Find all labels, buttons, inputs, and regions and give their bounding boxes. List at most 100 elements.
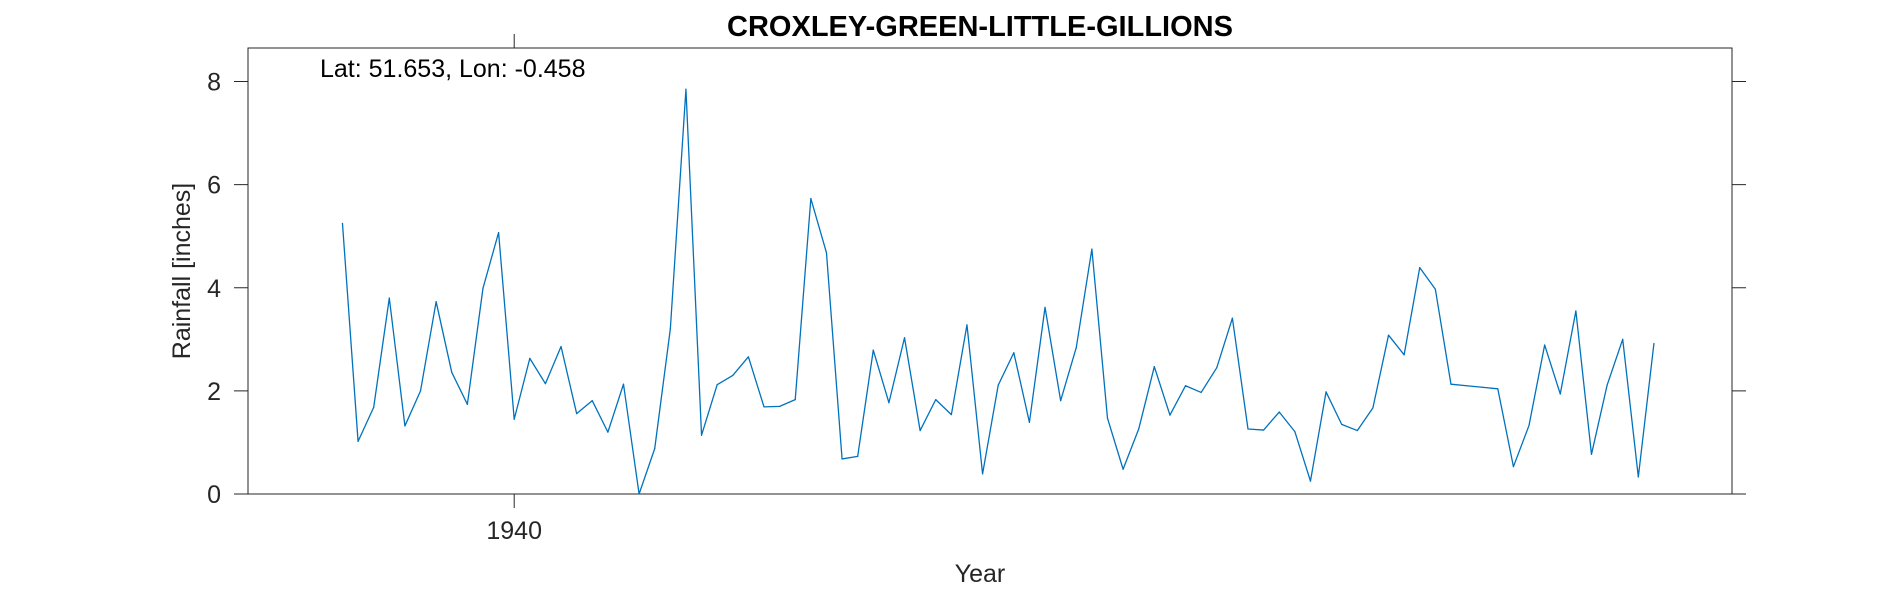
data-point: [857, 455, 859, 457]
data-point: [950, 413, 952, 416]
data-point: [700, 434, 703, 436]
data-point: [966, 324, 968, 326]
data-point: [1590, 453, 1593, 455]
data-point: [1575, 310, 1577, 312]
data-point: [825, 252, 828, 254]
data-point: [404, 425, 406, 427]
data-point: [1653, 342, 1655, 345]
data-point: [1559, 393, 1561, 395]
y-tick-label: 2: [207, 378, 221, 406]
data-point: [981, 473, 984, 475]
data-point: [591, 400, 593, 402]
plot-area-frame: [247, 47, 1733, 495]
x-axis: 1940: [486, 34, 542, 545]
data-point: [794, 399, 796, 401]
data-point: [1263, 429, 1265, 431]
data-point: [810, 197, 812, 200]
data-point: [357, 440, 359, 443]
data-point: [1528, 424, 1530, 427]
data-point: [1153, 366, 1155, 368]
data-point: [1216, 367, 1218, 369]
data-point: [638, 493, 640, 495]
data-point: [1544, 344, 1546, 346]
data-point: [1481, 386, 1483, 388]
y-tick-label: 8: [207, 69, 221, 97]
data-point: [1247, 428, 1249, 430]
data-point: [779, 405, 781, 407]
data-point: [888, 402, 890, 404]
data-point: [1184, 385, 1187, 387]
data-point: [1013, 352, 1015, 354]
data-point: [1200, 391, 1202, 394]
data-point: [935, 399, 937, 401]
y-axis: 0 2 4 6 8: [207, 69, 1746, 509]
data-point: [482, 287, 484, 289]
chart-title: CROXLEY-GREEN-LITTLE-GILLIONS: [727, 11, 1233, 43]
data-point: [1465, 385, 1468, 387]
rainfall-series-line: [341, 88, 1655, 495]
data-point: [1028, 421, 1031, 423]
data-point: [1356, 429, 1358, 432]
data-point: [1419, 267, 1421, 269]
data-point: [747, 356, 749, 358]
data-point: [1091, 248, 1093, 250]
data-point: [1075, 346, 1077, 349]
data-series: [341, 88, 1655, 495]
data-point: [529, 357, 531, 359]
data-point: [1497, 388, 1499, 390]
data-point: [685, 88, 687, 90]
data-point: [763, 406, 765, 408]
data-point: [1122, 468, 1124, 470]
data-point: [1387, 334, 1390, 336]
data-point: [732, 374, 734, 377]
data-point: [497, 231, 500, 234]
data-point: [997, 384, 999, 386]
data-point: [872, 349, 874, 351]
data-point: [373, 406, 375, 408]
data-point: [1434, 288, 1436, 290]
data-point: [919, 429, 921, 432]
y-tick-label: 6: [207, 172, 221, 200]
data-point: [1231, 317, 1233, 319]
data-point: [544, 383, 547, 385]
data-point: [841, 458, 843, 460]
data-point: [1309, 480, 1312, 482]
data-point: [1372, 407, 1374, 409]
data-point: [1403, 354, 1405, 356]
data-point: [1060, 400, 1062, 402]
data-point: [903, 337, 906, 339]
data-point: [654, 448, 656, 450]
y-tick-label: 4: [207, 275, 221, 303]
data-point: [576, 412, 578, 415]
data-point: [388, 297, 390, 299]
data-point: [466, 403, 468, 405]
data-point: [1294, 431, 1296, 433]
data-point: [1044, 306, 1046, 308]
data-point: [560, 345, 562, 348]
data-point: [607, 431, 609, 433]
data-point: [716, 384, 718, 386]
x-tick-label: 1940: [486, 517, 542, 545]
data-point: [1512, 466, 1515, 468]
data-point: [1278, 411, 1280, 413]
data-point: [1341, 423, 1343, 425]
y-tick-label: 0: [207, 481, 221, 509]
y-axis-label: Rainfall [inches]: [168, 183, 196, 359]
data-point: [513, 418, 515, 420]
location-annotation: Lat: 51.653, Lon: -0.458: [320, 55, 586, 83]
data-point: [1637, 476, 1639, 478]
data-point: [1138, 428, 1140, 430]
x-axis-label: Year: [955, 560, 1006, 588]
data-point: [1606, 384, 1608, 386]
data-point: [1106, 417, 1109, 419]
data-point: [435, 301, 437, 303]
data-point: [669, 328, 671, 330]
data-point: [419, 390, 422, 392]
data-point: [451, 371, 453, 373]
data-point: [1622, 338, 1624, 340]
data-point: [341, 222, 344, 224]
data-point: [1169, 414, 1171, 416]
data-point: [1450, 383, 1452, 385]
data-point: [1325, 391, 1327, 393]
